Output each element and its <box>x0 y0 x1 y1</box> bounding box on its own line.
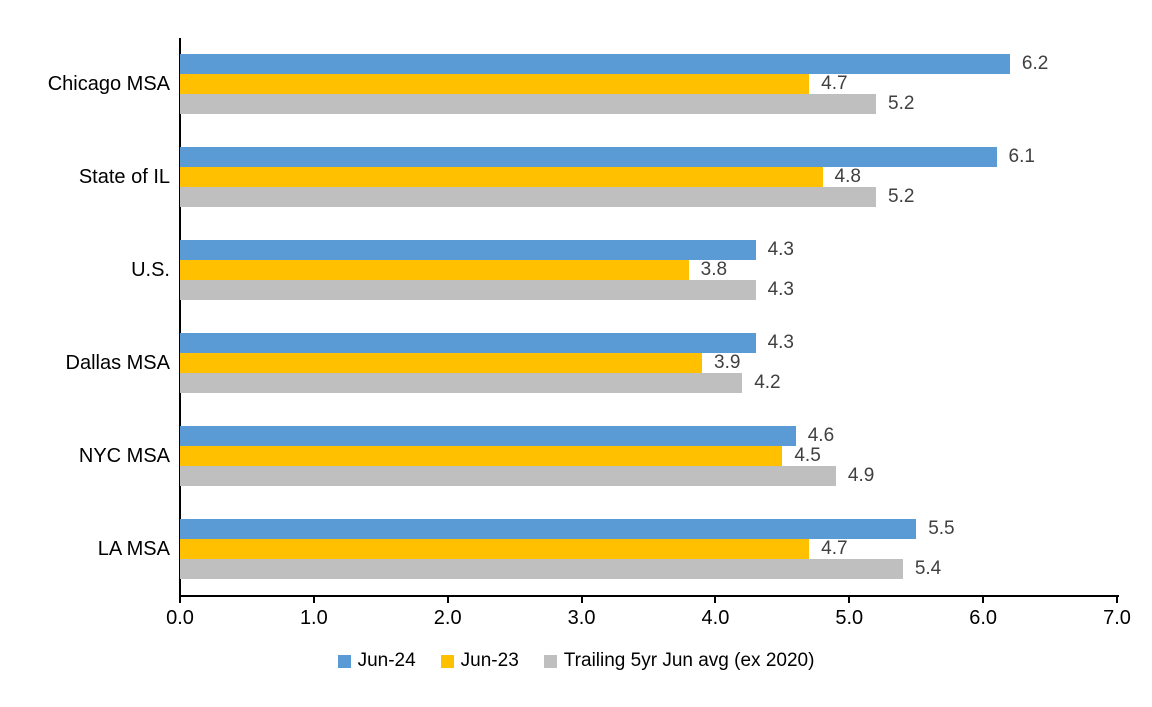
plot-area: 6.2 4.7 5.2 6.1 4.8 5.2 4.3 3.8 4.3 4.3 3.9 4.2 4.6 4… <box>180 38 1117 595</box>
bar-jun-24-dallas-msa <box>180 332 756 353</box>
value-label-jun-24-chicago-msa: 6.2 <box>1021 53 1049 75</box>
x-axis-tick-label-3.0: 3.0 <box>567 607 596 629</box>
x-axis-tick-7.0 <box>1116 597 1118 603</box>
value-label-trailing-5yr-jun-avg-ex-2020-chicago-msa: 5.2 <box>888 93 915 115</box>
legend-item-trailing-5yr-jun-avg-ex-2020: Trailing 5yr Jun avg (ex 2020) <box>543 650 815 672</box>
bar-jun-23-la-msa <box>180 538 810 559</box>
value-label-jun-23-u-s: 3.8 <box>700 259 728 281</box>
value-label-trailing-5yr-jun-avg-ex-2020-nyc-msa: 4.9 <box>847 464 875 486</box>
x-axis-tick-2.0 <box>446 597 449 603</box>
value-label-jun-24-u-s: 4.3 <box>767 239 794 261</box>
category-label-chicago-msa: Chicago MSA <box>47 73 170 96</box>
value-label-trailing-5yr-jun-avg-ex-2020-la-msa: 5.4 <box>914 557 942 579</box>
x-axis-tick-6.0 <box>982 597 985 603</box>
x-axis-tick-label-5.0: 5.0 <box>835 607 864 629</box>
x-axis-tick-0.0 <box>179 597 181 603</box>
x-axis-tick-label-4.0: 4.0 <box>701 607 730 629</box>
bar-jun-24-nyc-msa <box>180 425 796 446</box>
bar-jun-24-state-of-il <box>180 147 997 168</box>
bar-trailing-5yr-jun-avg-ex-2020-dallas-msa <box>180 372 743 393</box>
legend-item-jun-24: Jun-24 <box>337 650 416 672</box>
bar-jun-24-u-s <box>180 240 756 261</box>
category-axis-line <box>179 38 181 598</box>
legend-label-jun-24: Jun-24 <box>357 650 416 671</box>
legend-swatch-icon <box>543 654 557 668</box>
x-axis-tick-3.0 <box>580 597 583 603</box>
legend: Jun-24 Jun-23 Trailing 5yr Jun avg (ex 202… <box>0 646 1152 676</box>
value-label-trailing-5yr-jun-avg-ex-2020-dallas-msa: 4.2 <box>754 371 781 393</box>
value-label-jun-24-nyc-msa: 4.6 <box>807 424 835 446</box>
category-label-dallas-msa: Dallas MSA <box>65 351 170 374</box>
value-label-trailing-5yr-jun-avg-ex-2020-state-of-il: 5.2 <box>888 186 915 208</box>
value-label-jun-23-state-of-il: 4.8 <box>834 166 861 188</box>
bar-jun-24-la-msa <box>180 518 917 539</box>
value-label-jun-24-state-of-il: 6.1 <box>1008 146 1035 168</box>
category-label-state-of-il: State of IL <box>78 166 170 189</box>
x-axis-tick-1.0 <box>312 597 315 603</box>
bar-trailing-5yr-jun-avg-ex-2020-u-s <box>180 280 756 301</box>
bar-trailing-5yr-jun-avg-ex-2020-chicago-msa <box>180 94 877 115</box>
value-label-jun-23-la-msa: 4.7 <box>821 537 848 559</box>
x-axis-tick-label-7.0: 7.0 <box>1103 607 1131 629</box>
bar-jun-23-dallas-msa <box>180 352 703 373</box>
bar-trailing-5yr-jun-avg-ex-2020-state-of-il <box>180 187 877 208</box>
bar-jun-24-chicago-msa <box>180 54 1010 75</box>
x-axis-tick-label-2.0: 2.0 <box>433 607 462 629</box>
value-label-jun-24-la-msa: 5.5 <box>928 517 955 539</box>
x-axis-tick-label-1.0: 1.0 <box>299 607 328 629</box>
value-label-jun-23-nyc-msa: 4.5 <box>794 444 821 466</box>
bar-jun-23-u-s <box>180 260 689 281</box>
x-axis-tick-5.0 <box>848 597 851 603</box>
legend-item-jun-23: Jun-23 <box>440 650 519 672</box>
bar-trailing-5yr-jun-avg-ex-2020-la-msa <box>180 558 903 579</box>
value-label-trailing-5yr-jun-avg-ex-2020-u-s: 4.3 <box>767 279 794 301</box>
category-label-la-msa: LA MSA <box>97 537 170 560</box>
value-label-jun-24-dallas-msa: 4.3 <box>767 331 794 353</box>
category-label-u-s: U.S. <box>131 259 170 282</box>
legend-swatch-icon <box>440 654 454 668</box>
x-axis-tick-label-6.0: 6.0 <box>969 607 998 629</box>
legend-swatch-icon <box>337 654 351 668</box>
x-axis-tick-4.0 <box>714 597 717 603</box>
value-label-jun-23-dallas-msa: 3.9 <box>714 351 741 373</box>
bar-jun-23-state-of-il <box>180 167 823 188</box>
value-label-jun-23-chicago-msa: 4.7 <box>821 73 848 95</box>
bar-jun-23-chicago-msa <box>180 74 810 95</box>
bar-jun-23-nyc-msa <box>180 445 783 466</box>
value-axis-line <box>179 595 1119 597</box>
x-axis-tick-label-0.0: 0.0 <box>166 607 194 629</box>
bar-trailing-5yr-jun-avg-ex-2020-nyc-msa <box>180 465 836 486</box>
legend-label-trailing-5yr-jun-avg-ex-2020: Trailing 5yr Jun avg (ex 2020) <box>563 650 815 671</box>
category-label-nyc-msa: NYC MSA <box>78 444 170 467</box>
legend-label-jun-23: Jun-23 <box>460 650 519 671</box>
